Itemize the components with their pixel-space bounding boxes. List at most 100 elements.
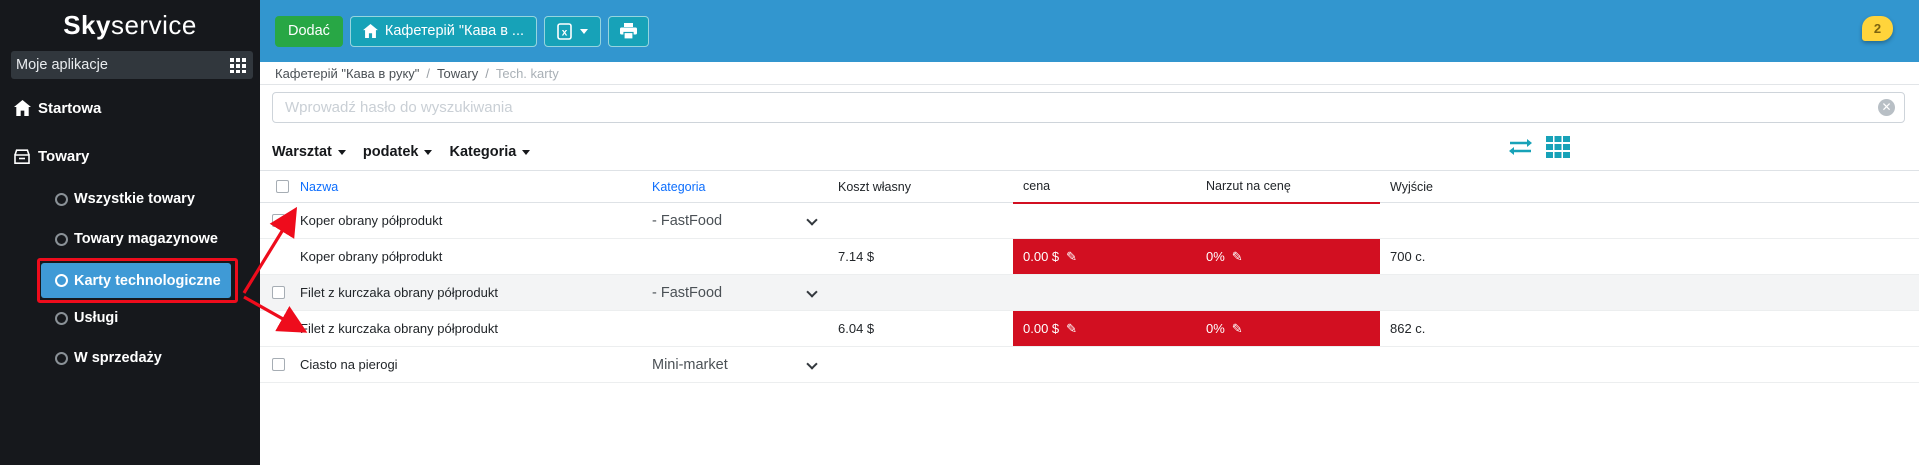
radio-circle-icon [55, 351, 68, 365]
breadcrumb-separator: / [485, 65, 489, 81]
add-button[interactable]: Dodać [275, 15, 343, 47]
location-button-label: Кафетерій "Кава в ... [384, 23, 525, 39]
category-cell: - FastFood [648, 202, 830, 239]
category-value: - FastFood [652, 212, 723, 229]
location-button[interactable]: Кафетерій "Кава в ... [349, 15, 538, 47]
product-name-cell: Filet z kurczaka obrany półprodukt [296, 310, 648, 347]
filter-warsztat[interactable]: Warsztat [272, 144, 346, 160]
row-checkbox[interactable] [271, 214, 285, 227]
sidebar-item-uslugi[interactable]: Usługi [0, 307, 260, 329]
caret-down-icon [522, 149, 531, 155]
my-apps-label: Moje aplikacje [16, 57, 108, 73]
sidebar-subitem-label: Usługi [74, 310, 119, 326]
sidebar-item-wszystkie-towary[interactable]: Wszystkie towary [0, 188, 260, 210]
cost-cell: 7.14 $ [830, 238, 1013, 275]
table-row: Koper obrany półprodukt - FastFood [260, 202, 1919, 239]
filter-podatek[interactable]: podatek [363, 144, 433, 160]
excel-file-icon: x [557, 22, 572, 40]
clear-search-icon[interactable]: ✕ [1878, 99, 1895, 116]
sidebar-item-towary[interactable]: Towary [0, 145, 260, 167]
price-editable-cell[interactable]: 0.00 $ ✎ [1013, 238, 1196, 275]
output-cell [1380, 202, 1919, 239]
filter-label: Kategoria [449, 144, 517, 160]
category-cell [648, 238, 830, 275]
cost-cell [830, 274, 1013, 311]
cell-value: 0.00 $ [1023, 248, 1060, 264]
sidebar-item-label: Startowa [38, 99, 102, 117]
markup-editable-cell [1196, 202, 1380, 239]
radio-circle-icon [55, 232, 68, 246]
filter-label: podatek [362, 144, 419, 160]
chevron-down-icon[interactable] [806, 286, 818, 298]
sidebar-item-startowa[interactable]: Startowa [0, 97, 260, 119]
sidebar-item-karty-technologiczne[interactable]: Karty technologiczne [41, 263, 231, 298]
table-header-row: Nazwa Kategoria Koszt własny cena Narzut… [260, 170, 1919, 204]
sidebar-subitem-label: W sprzedaży [74, 350, 162, 366]
category-value: Mini-market [652, 356, 728, 373]
column-header-koszt-wlasny: Koszt własny [830, 170, 1013, 203]
logo-text-light: service [110, 10, 197, 40]
radio-circle-icon [55, 274, 68, 287]
breadcrumb-separator: / [426, 65, 431, 81]
cost-cell: 6.04 $ [830, 310, 1013, 347]
row-checkbox[interactable] [271, 286, 285, 299]
caret-down-icon [580, 28, 589, 34]
filter-kategoria[interactable]: Kategoria [449, 144, 531, 160]
sidebar-item-w-sprzedazy[interactable]: W sprzedaży [0, 347, 260, 369]
sidebar-subitem-label: Towary magazynowe [74, 231, 218, 247]
export-excel-button[interactable]: x [544, 15, 602, 47]
sidebar: Skyservice Moje aplikacje Startowa [0, 0, 260, 465]
price-editable-cell [1013, 346, 1196, 383]
chevron-down-icon[interactable] [806, 214, 818, 226]
cost-cell [830, 346, 1013, 383]
filter-row: Warsztat podatek Kategoria [272, 136, 1905, 164]
chat-notification-badge[interactable]: 2 [1862, 16, 1893, 41]
logo-text-bold: Sky [63, 10, 111, 40]
caret-down-icon [424, 149, 433, 155]
markup-editable-cell[interactable]: 0% ✎ [1196, 310, 1380, 347]
pencil-edit-icon: ✎ [1066, 248, 1078, 264]
svg-text:x: x [562, 27, 568, 38]
caret-down-icon [337, 149, 346, 155]
row-checkbox[interactable] [271, 358, 285, 371]
apps-grid-icon [230, 57, 246, 73]
product-name-cell[interactable]: Filet z kurczaka obrany półprodukt [296, 274, 648, 311]
table-grid-icon[interactable] [1546, 136, 1570, 158]
main-panel: Dodać Кафетерій "Кава в ... x [260, 0, 1919, 465]
product-name-cell[interactable]: Ciasto na pierogi [296, 346, 648, 383]
price-editable-cell [1013, 202, 1196, 239]
output-cell [1380, 274, 1919, 311]
price-editable-cell [1013, 274, 1196, 311]
cell-value: 0% [1206, 320, 1225, 336]
price-editable-cell[interactable]: 0.00 $ ✎ [1013, 310, 1196, 347]
pencil-edit-icon: ✎ [1231, 248, 1243, 264]
cell-value: 0% [1206, 248, 1225, 264]
breadcrumb-link[interactable]: Towary [437, 65, 479, 81]
column-header-kategoria[interactable]: Kategoria [648, 170, 830, 203]
select-all-checkbox[interactable] [275, 180, 289, 193]
column-header-narzut: Narzut na cenę [1196, 170, 1380, 204]
my-apps-bar[interactable]: Moje aplikacje [11, 51, 253, 79]
home-icon [362, 24, 378, 38]
product-name-cell[interactable]: Koper obrany półprodukt [296, 202, 648, 239]
search-input[interactable] [272, 92, 1905, 123]
chevron-down-icon[interactable] [806, 358, 818, 370]
breadcrumb-link[interactable]: Кафетерій "Кава в руку" [275, 65, 420, 81]
pencil-edit-icon: ✎ [1066, 320, 1078, 336]
print-button[interactable] [608, 15, 650, 47]
topbar: Dodać Кафетерій "Кава в ... x [260, 0, 1919, 62]
output-cell: 700 c. [1380, 238, 1919, 275]
column-header-wyjscie: Wyjście [1380, 170, 1919, 203]
markup-editable-cell[interactable]: 0% ✎ [1196, 238, 1380, 275]
home-icon [13, 99, 31, 117]
sidebar-subitem-label: Karty technologiczne [74, 272, 221, 289]
sidebar-item-towary-magazynowe[interactable]: Towary magazynowe [0, 228, 260, 250]
radio-circle-icon [55, 311, 68, 325]
notification-count: 2 [1873, 21, 1882, 36]
product-name-cell: Koper obrany półprodukt [296, 238, 648, 275]
category-cell: Mini-market [648, 346, 830, 383]
output-cell [1380, 346, 1919, 383]
column-header-nazwa[interactable]: Nazwa [296, 170, 648, 203]
goods-icon [13, 147, 31, 165]
swap-columns-icon[interactable] [1508, 136, 1533, 158]
